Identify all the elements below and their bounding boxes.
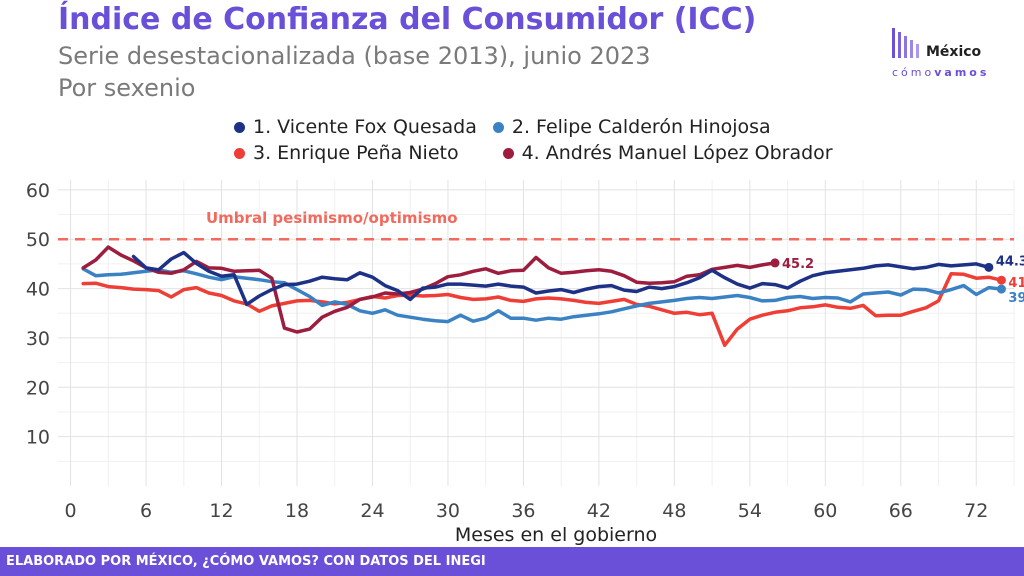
chart-title: Índice de Confianza del Consumidor (ICC) <box>58 2 757 37</box>
series-end-label: 44.3 <box>996 254 1024 269</box>
logo-bars-icon <box>892 28 919 58</box>
legend-item-calderon: 2. Felipe Calderón Hinojosa <box>492 116 771 138</box>
series-end-label: 41.7 <box>1008 276 1024 291</box>
series-end-label: 39.9 <box>1008 291 1024 306</box>
y-tick-label: 40 <box>26 279 50 301</box>
series-line <box>131 250 991 307</box>
legend-label: 4. Andrés Manuel López Obrador <box>521 142 833 164</box>
x-tick-label: 66 <box>889 500 913 522</box>
y-tick-label: 30 <box>26 328 50 350</box>
y-tick-label: 60 <box>26 180 50 202</box>
series-end-point <box>984 262 994 272</box>
x-tick-label: 72 <box>964 500 988 522</box>
logo-word: México <box>926 44 982 60</box>
x-tick-label: 54 <box>738 500 762 522</box>
series-end-point <box>996 275 1006 285</box>
line-chart: 10 20 30 40 50 60 0 6 12 18 24 30 36 42 48 54 60 66 72 Mese… <box>26 180 1024 546</box>
legend-row-2: 3. Enrique Peña Nieto 4. Andrés Manuel L… <box>234 142 849 164</box>
mexico-como-vamos-logo: México cómovamos <box>890 20 1010 90</box>
footer-source: ELABORADO POR MÉXICO, ¿CÓMO VAMOS? CON D… <box>6 554 486 569</box>
legend-dot <box>234 121 245 133</box>
logo-subtitle: cómovamos <box>892 66 990 79</box>
series-end-point <box>996 284 1006 294</box>
series-end-point <box>770 258 780 268</box>
y-tick-label: 10 <box>26 427 50 449</box>
x-tick-label: 6 <box>140 500 152 522</box>
y-tick-label: 50 <box>26 229 50 251</box>
legend-label: 2. Felipe Calderón Hinojosa <box>511 116 771 138</box>
y-tick-label: 20 <box>26 377 50 399</box>
subtitle-line-1: Serie desestacionalizada (base 2013), ju… <box>58 42 651 70</box>
threshold-label: Umbral pesimismo/optimismo <box>206 209 458 227</box>
x-tick-label: 0 <box>65 500 77 522</box>
x-tick-label: 18 <box>285 500 309 522</box>
legend-item-amlo: 4. Andrés Manuel López Obrador <box>502 142 833 164</box>
x-tick-label: 48 <box>662 500 686 522</box>
x-tick-label: 24 <box>360 500 384 522</box>
legend-label: 1. Vicente Fox Quesada <box>253 116 477 138</box>
x-tick-label: 30 <box>436 500 460 522</box>
x-axis-title: Meses en el gobierno <box>455 524 657 546</box>
x-tick-label: 36 <box>511 500 535 522</box>
legend-item-fox: 1. Vicente Fox Quesada <box>234 116 477 138</box>
series-end-label: 45.2 <box>782 257 814 272</box>
x-tick-label: 42 <box>587 500 611 522</box>
subtitle-line-2: Por sexenio <box>58 74 196 102</box>
series-line <box>81 272 1004 348</box>
legend-dot <box>492 121 504 133</box>
chart-subtitle: Serie desestacionalizada (base 2013), ju… <box>58 40 651 104</box>
footer-bar: ELABORADO POR MÉXICO, ¿CÓMO VAMOS? CON D… <box>0 547 1024 576</box>
legend-dot <box>234 147 245 159</box>
x-tick-label: 60 <box>813 500 837 522</box>
legend-dot <box>502 147 514 159</box>
legend-label: 3. Enrique Peña Nieto <box>253 142 459 164</box>
legend-row-1: 1. Vicente Fox Quesada 2. Felipe Calderó… <box>234 116 787 138</box>
x-tick-label: 12 <box>209 500 233 522</box>
legend-item-pena: 3. Enrique Peña Nieto <box>234 142 459 164</box>
